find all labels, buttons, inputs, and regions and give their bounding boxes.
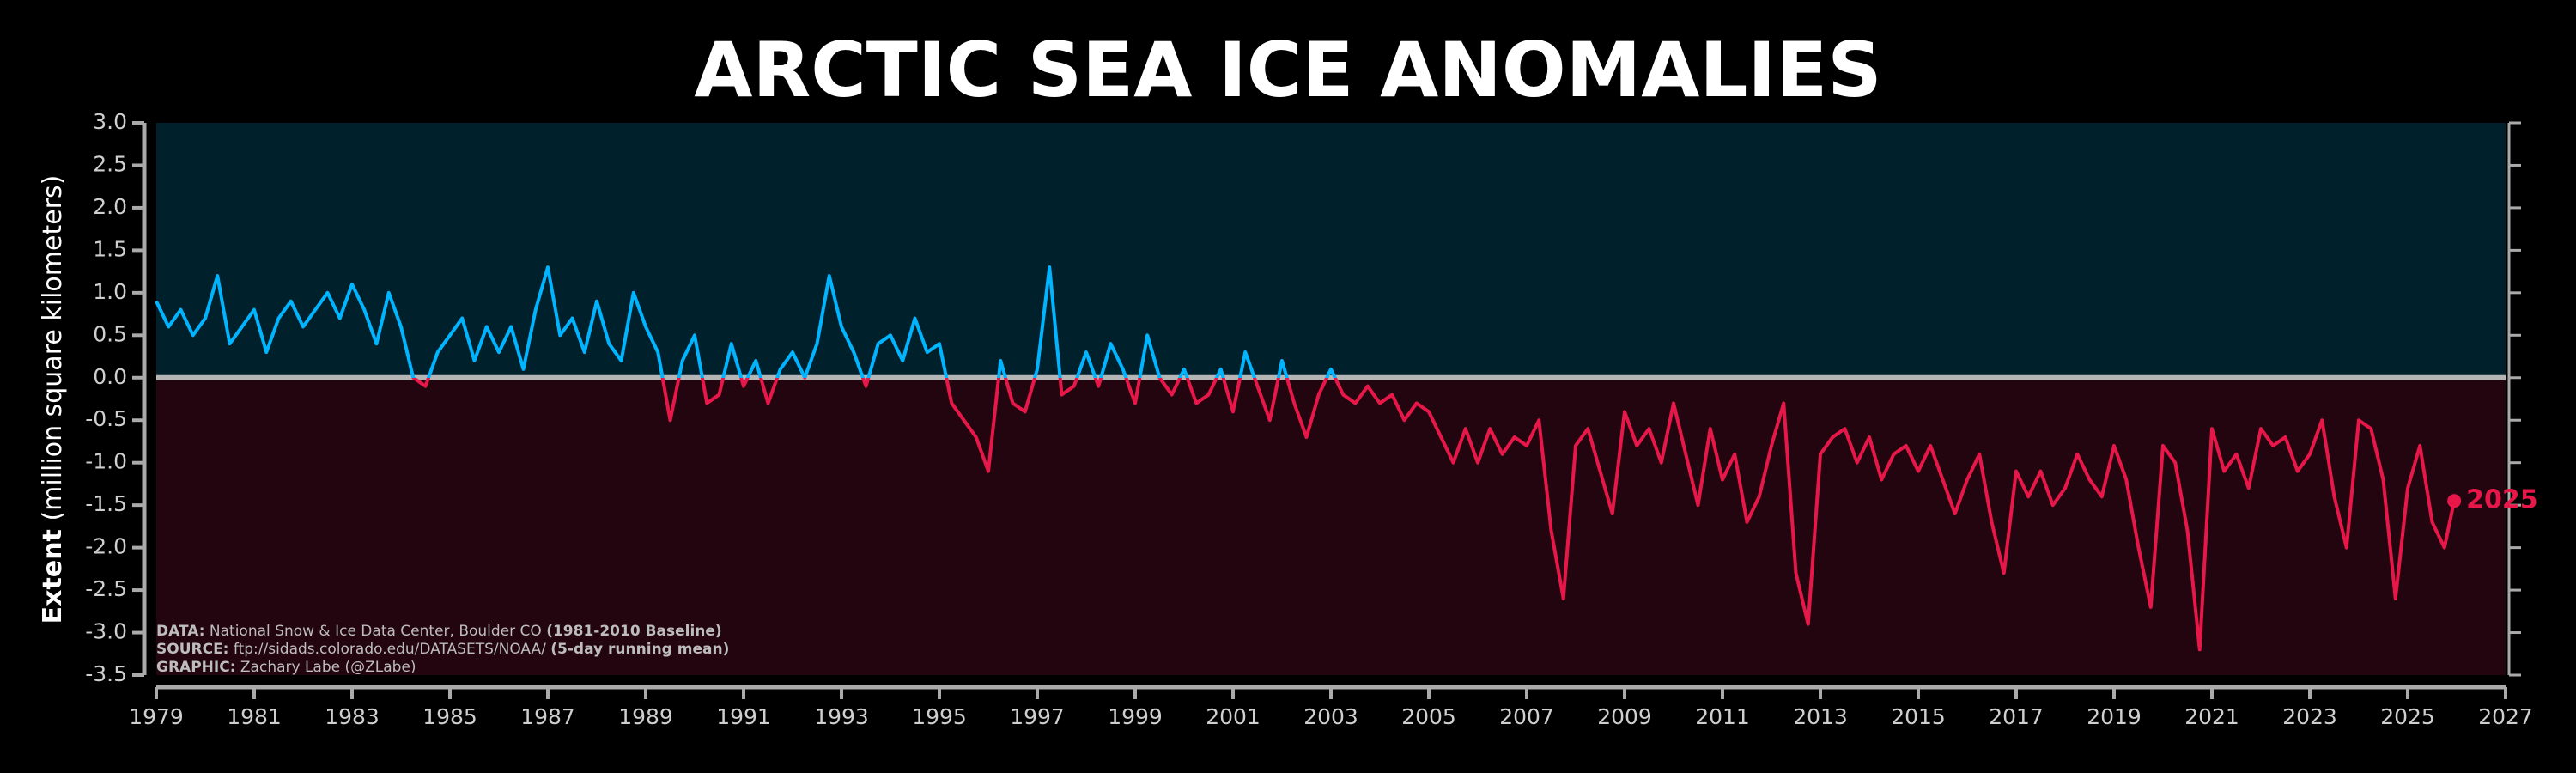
x-tick-label: 2007 [1499,704,1554,729]
y-tick-label: 3.0 [93,109,127,134]
note-label: SOURCE: [156,641,228,658]
x-tick-label: 2011 [1695,704,1750,729]
x-tick-label: 2005 [1401,704,1456,729]
y-tick-label: -3.5 [85,661,127,686]
note-text: ftp://sidads.colorado.edu/DATASETS/NOAA/ [234,641,546,658]
x-tick-label: 1995 [912,704,967,729]
anomaly-line [155,265,2457,652]
y-tick-label: -0.5 [85,406,127,431]
note-text: National Snow & Ice Data Center, Boulder… [210,623,542,640]
y-tick-label: 1.0 [93,279,127,304]
y-axis-title-bold: Extent [38,529,68,624]
note-extra: (5-day running mean) [550,641,729,658]
x-tick-label: 2001 [1206,704,1261,729]
x-tick-label: 2013 [1793,704,1848,729]
y-tick-label: 1.5 [93,236,127,261]
y-tick-label: 2.5 [93,151,127,176]
negative-region [156,377,2506,675]
x-tick-label: 1989 [618,704,673,729]
y-tick-label: -2.5 [85,576,127,601]
end-label: 2025 [2466,485,2538,515]
x-tick-label: 1997 [1010,704,1065,729]
x-tick-label: 2009 [1597,704,1652,729]
positive-region [156,123,2506,378]
note-extra: (1981-2010 Baseline) [546,623,722,640]
y-tick-label: 0.0 [93,364,127,389]
y-tick-label: 0.5 [93,321,127,346]
y-tick-label: -1.0 [85,449,127,474]
y-tick-label: -3.0 [85,619,127,644]
note: SOURCE: ftp://sidads.colorado.edu/DATASE… [156,641,729,658]
x-tick-label: 2003 [1303,704,1358,729]
x-tick-label: 1979 [129,704,184,729]
x-tick-label: 2021 [2184,704,2239,729]
x-tick-label: 2017 [1989,704,2044,729]
note: DATA: National Snow & Ice Data Center, B… [156,623,722,640]
note: GRAPHIC: Zachary Labe (@ZLabe) [156,659,416,676]
x-tick-label: 1987 [520,704,575,729]
y-tick-label: 2.0 [93,194,127,219]
x-tick-label: 2025 [2380,704,2435,729]
note-label: DATA: [156,623,205,640]
x-tick-label: 1981 [227,704,282,729]
x-tick-label: 1991 [716,704,771,729]
x-tick-label: 2023 [2282,704,2337,729]
x-tick-label: 1993 [814,704,869,729]
y-axis-title: Extent (million square kilometers) [38,175,68,624]
y-tick-label: -2.0 [85,534,127,559]
x-tick-label: 2015 [1891,704,1946,729]
y-tick-label: -1.5 [85,491,127,516]
x-tick-label: 2019 [2087,704,2142,729]
note-text: Zachary Labe (@ZLabe) [240,659,416,676]
end-point [2447,494,2462,508]
x-tick-label: 1983 [325,704,380,729]
y-axis-title-unit: (million square kilometers) [38,175,68,521]
x-tick-label: 1999 [1108,704,1163,729]
note-label: GRAPHIC: [156,659,236,676]
x-tick-label: 2027 [2478,704,2533,729]
chart-title: ARCTIC SEA ICE ANOMALIES [694,26,1881,114]
x-tick-label: 1985 [422,704,477,729]
